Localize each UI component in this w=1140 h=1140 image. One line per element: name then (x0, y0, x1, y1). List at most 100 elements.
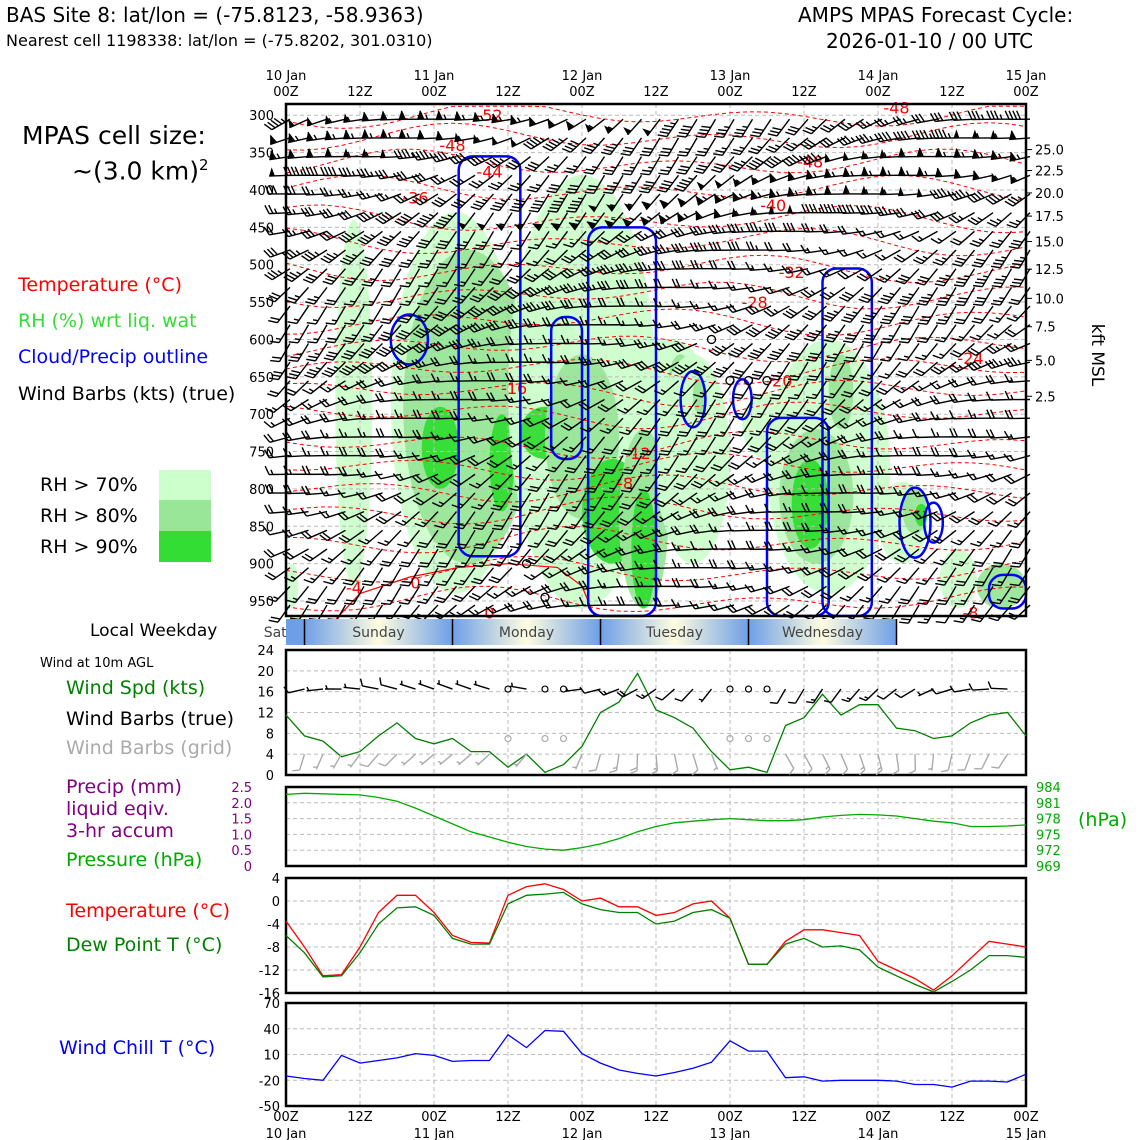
xs-barb-300-39 (510, 115, 531, 126)
xs-barb-500-102 (895, 268, 920, 285)
xs-barb-325-84-flag-1 (785, 143, 795, 150)
xs-barb-350-60 (640, 156, 661, 176)
xs-barb-400-93-flag-1 (844, 185, 850, 195)
xs-barb-475-57 (614, 247, 642, 259)
xs-barb-525-111-flag-1 (956, 300, 967, 303)
xs-barb-400-33 (470, 193, 495, 211)
xs-barb-450-51 (580, 230, 605, 247)
xs-barb-475-60-flag-0 (633, 247, 641, 256)
xs-barb-300-81-flag-0 (767, 133, 778, 137)
xs-barb-300-66-flag-2 (680, 128, 691, 132)
xs-barb-300-93 (837, 118, 864, 132)
xs-barb-500-66-flag-1 (675, 260, 681, 270)
xs-barb-450-48-flag-0 (563, 243, 573, 248)
xs-barb-300-90 (820, 118, 846, 133)
xs-barb-450-69-flag-2 (696, 225, 703, 235)
xs-barb-325-66-flag-1 (679, 150, 689, 154)
xs-barb-500-3-flag-1 (286, 274, 296, 280)
xs-barb-325-51 (581, 137, 606, 155)
xs-barb-450-105 (911, 230, 938, 243)
xs-barb-350-36-flag-1 (489, 159, 498, 167)
xs-barb-425-114-flag-0 (967, 219, 977, 226)
xs-barb-375-3-flag-2 (290, 166, 296, 176)
xs-barb-375-3-flag-3 (294, 166, 300, 176)
xs-barb-475-78-flag-0 (745, 241, 751, 251)
xs-barb-550-45-flag-1 (544, 301, 552, 310)
xs-barb-425-99-half-3 (887, 209, 892, 215)
xs-barb-475-102-flag-1 (896, 254, 906, 261)
xs-barb-325-30 (454, 132, 476, 143)
xs-barb-350-114 (972, 149, 994, 159)
xs-barb-350-57 (621, 156, 643, 176)
xs-barb-500-54-flag-0 (596, 266, 604, 275)
xs-barb-350-21-flag-0 (393, 150, 400, 160)
xs-barb-300-114-flag-0 (967, 110, 973, 120)
xs-barb-325-99-flag-0 (874, 133, 881, 143)
xs-barb-425-78-half-1 (753, 209, 758, 215)
xs-barb-450-54 (598, 230, 624, 245)
xs-barb-500-24-half-1 (424, 282, 430, 285)
xs-barb-500-99 (875, 268, 901, 284)
xs-barb-550-36-half-3 (499, 306, 504, 311)
xs-barb-300-72-half-3 (724, 125, 730, 129)
xs-barb-425-60-pennant-0 (640, 217, 649, 226)
xs-barb-525-69-flag-0 (689, 279, 696, 289)
xs-barb-500-45-flag-2 (548, 270, 557, 277)
xs-barb-475-114-flag-2 (976, 258, 986, 262)
xs-barb-450-84-flag-2 (790, 222, 796, 232)
xs-barb-525-30-flag-1 (454, 296, 464, 301)
xs-barb-400-69-staff (697, 193, 716, 206)
xs-barb-375-60-flag-1 (641, 187, 651, 191)
xs-barb-450-117-flag-0 (989, 244, 999, 249)
xs-barb-475-51-flag-0 (578, 255, 588, 262)
xs-barb-300-72-flag-0 (714, 135, 724, 138)
xs-barb-450-108-half-1 (937, 237, 943, 242)
xs-barb-300-0-flag-1 (267, 121, 276, 129)
xs-barb-300-24 (417, 110, 439, 120)
xs-barb-350-54 (602, 156, 624, 176)
xs-barb-500-48-flag-1 (563, 269, 572, 277)
xs-barb-525-39-flag-1 (507, 290, 517, 298)
xs-barb-475-48-flag-1 (563, 255, 573, 262)
xs-barb-400-54 (605, 193, 624, 212)
xs-barb-525-33-flag-1 (472, 295, 482, 300)
xs-barb-450-54-flag-0 (598, 239, 607, 245)
xs-barb-400-18-flag-1 (377, 192, 386, 201)
xs-barb-450-72 (707, 224, 735, 235)
xs-barb-450-33-half-2 (481, 241, 487, 244)
xs-barb-325-9-half-2 (332, 133, 336, 140)
xs-barb-550-3-flag-0 (287, 321, 297, 325)
xs-barb-525-96-flag-1 (861, 295, 871, 301)
xs-barb-375-36-flag-0 (487, 185, 498, 191)
xs-barb-475-12-flag-0 (339, 260, 350, 265)
xs-barb-525-99-flag-1 (880, 297, 890, 302)
xs-barb-300-63-flag-2 (661, 127, 672, 131)
xs-barb-425-9-flag-2 (326, 208, 334, 217)
xs-barb-450-63-flag-1 (655, 230, 663, 238)
xs-barb-475-93-flag-0 (836, 248, 845, 257)
xs-barb-325-102-flag-0 (892, 131, 899, 141)
xs-barb-400-72-flag-1 (713, 193, 722, 201)
xs-barb-425-9 (318, 208, 346, 219)
xs-barb-350-27 (429, 151, 457, 163)
xs-barb-525-72-half-1 (714, 283, 718, 289)
xs-barb-325-81-flag-0 (765, 148, 775, 154)
xs-barb-300-105 (911, 113, 938, 124)
xs-barb-525-72-flag-0 (708, 280, 714, 290)
xs-barb-400-57-half-1 (627, 203, 634, 207)
xs-barb-375-36-half-2 (497, 181, 503, 186)
xs-barb-475-60-flag-1 (637, 246, 645, 255)
xs-barb-300-18 (380, 111, 402, 121)
xs-barb-350-81-flag-0 (763, 162, 773, 169)
xs-barb-400-69-pennant-0 (695, 196, 703, 206)
xs-barb-400-24 (412, 193, 439, 206)
xs-barb-350-81-flag-3 (773, 155, 782, 163)
xs-barb-525-6-half-2 (313, 295, 320, 299)
xs-barb-375-48 (565, 174, 587, 194)
xs-barb-525-57-flag-0 (615, 279, 622, 289)
xs-barb-475-66-flag-2 (678, 243, 685, 252)
xs-barb-475-102-flag-0 (893, 256, 903, 263)
xs-barb-425-6-flag-0 (300, 208, 307, 217)
xs-barb-500-84-half-1 (787, 267, 792, 273)
xs-barb-375-54-half-3 (613, 182, 619, 185)
